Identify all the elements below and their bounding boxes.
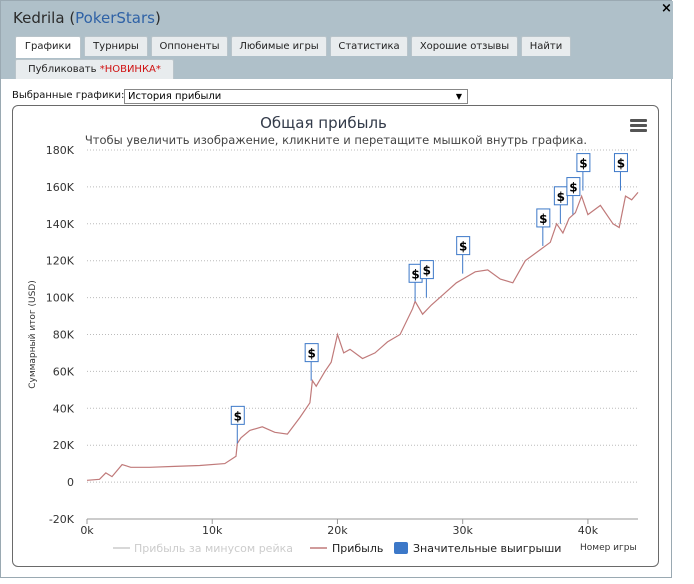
site-link[interactable]: PokerStars (75, 9, 155, 27)
tab-graphs[interactable]: Графики (15, 36, 81, 58)
y-tick-label: 20K (53, 439, 75, 452)
y-tick-label: 80K (53, 329, 75, 342)
big-win-flag-label: $ (617, 157, 625, 171)
big-win-flag-label: $ (579, 157, 587, 171)
big-win-flag (566, 177, 581, 197)
big-win-flag-label: $ (423, 264, 431, 278)
x-tick-label: 0k (80, 524, 94, 537)
big-win-flag (304, 343, 319, 363)
tab-label: Публиковать (28, 64, 100, 75)
graph-selector-value: История прибыли (128, 91, 222, 102)
x-tick-label: 10k (202, 524, 223, 537)
chart-container[interactable] (12, 105, 659, 567)
big-win-flag-label: $ (539, 212, 547, 226)
y-tick-label: 100K (46, 292, 75, 305)
y-tick-label: 180K (46, 144, 75, 157)
chart-subtitle: Чтобы увеличить изображение, кликните и … (84, 133, 588, 147)
big-win-flag-label: $ (234, 409, 242, 423)
tab-good-reviews[interactable]: Хорошие отзывы (411, 36, 518, 56)
big-win-flag (576, 153, 591, 173)
paren-close: ) (154, 9, 161, 27)
big-win-flag-label: $ (411, 267, 419, 281)
chart-menu-icon[interactable] (630, 119, 647, 133)
window-title: Kedrila (PokerStars) (13, 9, 161, 27)
user-name: Kedrila (13, 9, 65, 27)
paren-open: ( (64, 9, 76, 27)
tab-label: Найти (529, 41, 563, 52)
tab-tournaments[interactable]: Турниры (84, 36, 148, 56)
big-win-flag-label: $ (569, 181, 577, 195)
tab-label: Турниры (93, 41, 139, 52)
new-badge: *НОВИНКА* (99, 64, 161, 75)
big-win-flag (419, 260, 434, 280)
y-tick-label: -20K (49, 513, 75, 526)
graph-selector-dropdown[interactable]: История прибыли ▼ (124, 89, 468, 104)
y-tick-label: 120K (46, 255, 75, 268)
window-header: Kedrila (PokerStars) Графики Турниры Опп… (1, 1, 673, 79)
big-win-flag-label: $ (459, 240, 467, 254)
graph-selector-label: Выбранные графики: (12, 90, 125, 101)
x-tick-label: 30k (452, 524, 473, 537)
y-axis-label: Суммарный итог (USD) (28, 280, 38, 389)
legend-rake-label: Прибыль за минусом рейка (134, 542, 293, 555)
tab-statistics[interactable]: Статистика (330, 36, 408, 56)
y-tick-label: 140K (46, 218, 75, 231)
big-win-flag (456, 236, 471, 256)
tab-label: Оппоненты (159, 41, 220, 52)
big-win-flag-label: $ (557, 190, 565, 204)
y-tick-label: 0 (67, 476, 74, 489)
legend-profit-label: Прибыль (332, 542, 383, 555)
tab-label: Графики (24, 41, 72, 52)
legend-bigwins-label: Значительные выигрыши (413, 542, 561, 555)
x-tick-label: 20k (327, 524, 348, 537)
x-axis-label: Номер игры (580, 543, 637, 553)
tab-label: Любимые игры (239, 41, 319, 52)
chart-title: Общая прибыль (260, 114, 387, 132)
profit-series-line (86, 192, 639, 481)
close-icon[interactable]: × (661, 1, 672, 16)
big-win-flag (613, 153, 628, 173)
tab-label: Хорошие отзывы (419, 41, 510, 52)
y-tick-label: 40K (53, 402, 75, 415)
tab-find[interactable]: Найти (521, 36, 571, 56)
y-tick-label: 160K (46, 181, 75, 194)
big-win-flag (230, 405, 245, 425)
tab-publish[interactable]: Публиковать *НОВИНКА* (15, 59, 174, 79)
y-tick-label: 60K (53, 365, 75, 378)
chevron-down-icon: ▼ (455, 92, 462, 101)
legend-bigwins-swatch (394, 542, 408, 554)
tab-opponents[interactable]: Оппоненты (151, 36, 228, 56)
big-win-flag (536, 208, 551, 228)
tab-favorite-games[interactable]: Любимые игры (231, 36, 327, 56)
tab-label: Статистика (338, 41, 400, 52)
x-tick-label: 40k (578, 524, 599, 537)
big-win-flag-label: $ (307, 347, 315, 361)
